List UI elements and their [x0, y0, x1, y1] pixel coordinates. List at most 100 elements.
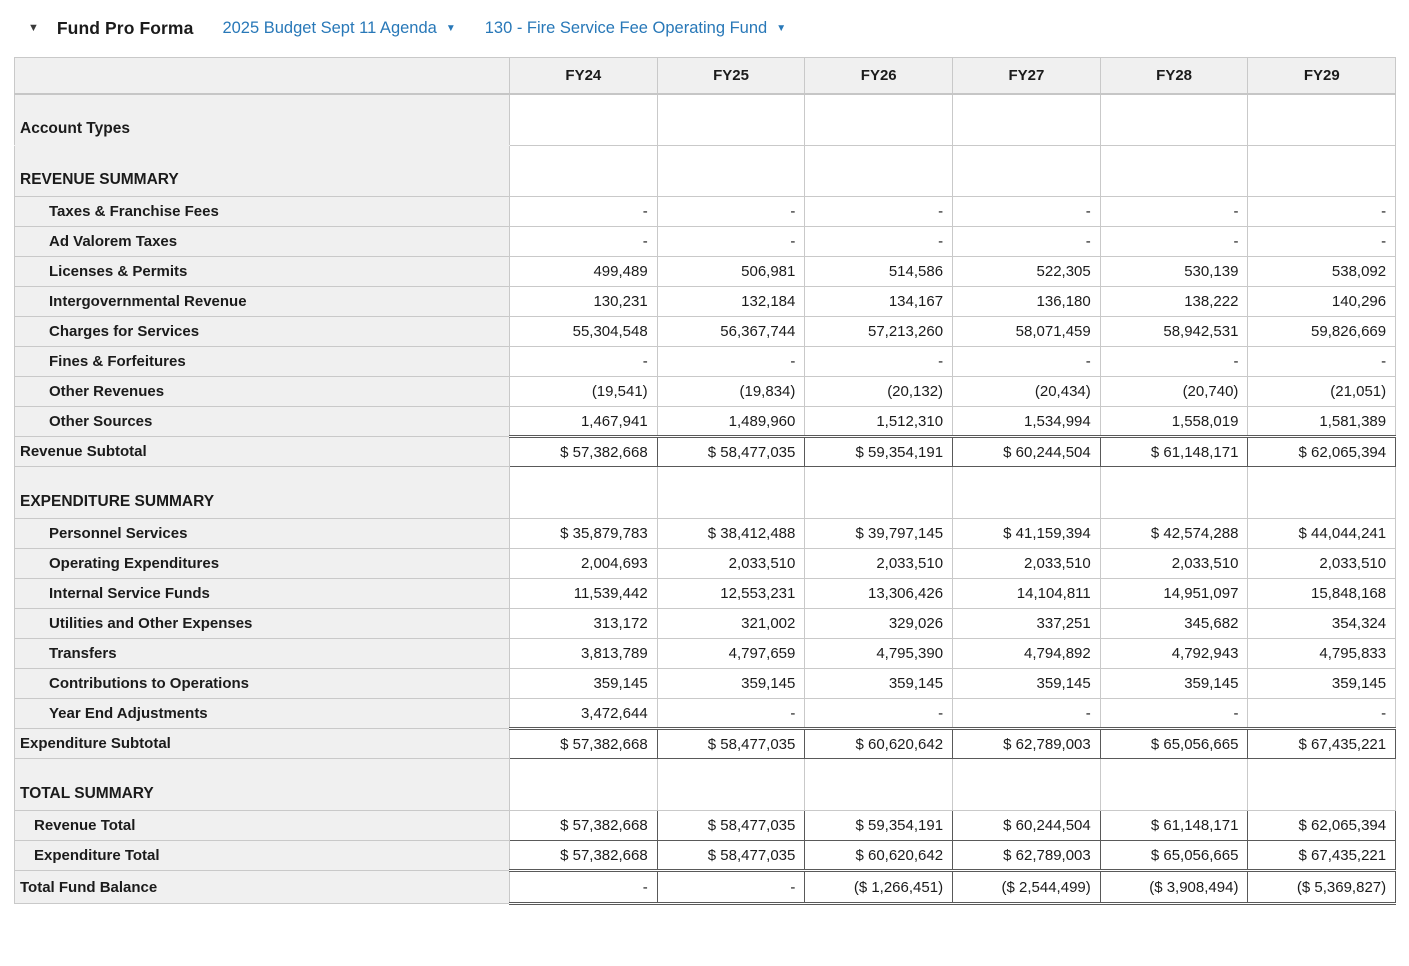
- cell: [952, 93, 1101, 146]
- cell: [1247, 93, 1397, 146]
- cell: $ 65,056,665: [1099, 727, 1249, 759]
- cell: 359,145: [1247, 668, 1397, 699]
- cell: 359,145: [804, 668, 954, 699]
- row-label: REVENUE SUMMARY: [14, 145, 510, 197]
- fund-dropdown-label: 130 - Fire Service Fee Operating Fund: [484, 19, 768, 37]
- column-header-fy28: FY28: [1099, 57, 1249, 95]
- cell: [1247, 758, 1397, 811]
- cell: (19,834): [656, 376, 806, 407]
- table-row: Internal Service Funds 11,539,442 12,553,2…: [14, 578, 1397, 609]
- table-row: Other Sources 1,467,941 1,489,960 1,512,310…: [14, 406, 1397, 437]
- cell: 15,848,168: [1247, 578, 1397, 609]
- cell: $ 44,044,241: [1247, 518, 1397, 549]
- table-row: REVENUE SUMMARY: [14, 145, 1397, 197]
- cell: 2,033,510: [952, 548, 1101, 579]
- cell: [656, 145, 806, 197]
- cell: [804, 145, 954, 197]
- cell: -: [656, 869, 806, 905]
- cell: [952, 758, 1101, 811]
- table-row: Ad Valorem Taxes - - - - - -: [14, 226, 1397, 257]
- row-label: Expenditure Total: [14, 840, 510, 871]
- cell: 2,033,510: [1247, 548, 1397, 579]
- cell: 12,553,231: [656, 578, 806, 609]
- collapse-caret-icon[interactable]: ▼: [28, 22, 39, 34]
- cell: -: [509, 346, 658, 377]
- cell: (20,132): [804, 376, 954, 407]
- cell: [1099, 93, 1249, 146]
- cell: (20,434): [952, 376, 1101, 407]
- cell: -: [952, 196, 1101, 227]
- cell: 136,180: [952, 286, 1101, 317]
- cell: 1,467,941: [509, 406, 658, 437]
- table-row: Revenue Subtotal $ 57,382,668 $ 58,477,035…: [14, 435, 1397, 467]
- row-label: Charges for Services: [14, 316, 510, 347]
- cell: $ 60,244,504: [952, 810, 1101, 841]
- cell: $ 60,244,504: [952, 435, 1101, 467]
- row-label: EXPENDITURE SUMMARY: [14, 466, 510, 519]
- cell: $ 39,797,145: [804, 518, 954, 549]
- row-label: Operating Expenditures: [14, 548, 510, 579]
- table-row: Personnel Services $ 35,879,783 $ 38,412,4…: [14, 518, 1397, 549]
- cell: 3,813,789: [509, 638, 658, 669]
- table-row: Contributions to Operations 359,145 359,14…: [14, 668, 1397, 699]
- cell: $ 60,620,642: [804, 727, 954, 759]
- cell: -: [804, 698, 954, 729]
- cell: -: [1247, 346, 1397, 377]
- cell: -: [656, 226, 806, 257]
- cell: [509, 145, 658, 197]
- table-row: Fines & Forfeitures - - - - - -: [14, 346, 1397, 377]
- cell: [804, 758, 954, 811]
- cell: $ 42,574,288: [1099, 518, 1249, 549]
- row-label: TOTAL SUMMARY: [14, 758, 510, 811]
- cell: $ 59,354,191: [804, 810, 954, 841]
- row-label: Transfers: [14, 638, 510, 669]
- fund-dropdown[interactable]: 130 - Fire Service Fee Operating Fund ▼: [485, 19, 786, 38]
- table-row: Total Fund Balance - - ($ 1,266,451) ($ 2,54…: [14, 869, 1397, 905]
- toolbar: ▼ Fund Pro Forma 2025 Budget Sept 11 Age…: [0, 0, 1409, 57]
- cell: 4,795,833: [1247, 638, 1397, 669]
- cell: -: [804, 346, 954, 377]
- row-label: Other Revenues: [14, 376, 510, 407]
- cell: 57,213,260: [804, 316, 954, 347]
- cell: 140,296: [1247, 286, 1397, 317]
- cell: [509, 758, 658, 811]
- row-label: Utilities and Other Expenses: [14, 608, 510, 639]
- cell: $ 59,354,191: [804, 435, 954, 467]
- cell: 130,231: [509, 286, 658, 317]
- cell: 58,071,459: [952, 316, 1101, 347]
- pro-forma-table: FY24 FY25 FY26 FY27 FY28 FY29 Account Types RE…: [14, 57, 1397, 905]
- column-header-fy25: FY25: [656, 57, 806, 95]
- cell: 313,172: [509, 608, 658, 639]
- cell: $ 62,065,394: [1247, 435, 1397, 467]
- chevron-down-icon: ▼: [445, 22, 456, 34]
- budget-dropdown[interactable]: 2025 Budget Sept 11 Agenda ▼: [222, 19, 455, 38]
- pro-forma-table-container: FY24 FY25 FY26 FY27 FY28 FY29 Account Types RE…: [14, 57, 1397, 905]
- cell: 506,981: [656, 256, 806, 287]
- table-row: Taxes & Franchise Fees - - - - - -: [14, 196, 1397, 227]
- cell: ($ 2,544,499): [952, 869, 1101, 905]
- cell: -: [804, 226, 954, 257]
- page-title: Fund Pro Forma: [56, 18, 194, 38]
- cell: 1,534,994: [952, 406, 1101, 437]
- cell: 13,306,426: [804, 578, 954, 609]
- cell: 359,145: [952, 668, 1101, 699]
- cell: 321,002: [656, 608, 806, 639]
- cell: -: [952, 226, 1101, 257]
- cell: -: [656, 196, 806, 227]
- cell: $ 67,435,221: [1247, 727, 1397, 759]
- row-label: Revenue Subtotal: [14, 436, 510, 467]
- cell: $ 58,477,035: [656, 435, 806, 467]
- cell: -: [509, 226, 658, 257]
- cell: [656, 758, 806, 811]
- column-header-accounts: [14, 57, 510, 95]
- table-row: Charges for Services 55,304,548 56,367,744…: [14, 316, 1397, 347]
- cell: -: [1247, 196, 1397, 227]
- cell: -: [1099, 226, 1249, 257]
- column-header-fy26: FY26: [804, 57, 954, 95]
- row-label: Internal Service Funds: [14, 578, 510, 609]
- cell: 4,795,390: [804, 638, 954, 669]
- cell: 11,539,442: [509, 578, 658, 609]
- table-header-row: FY24 FY25 FY26 FY27 FY28 FY29: [14, 57, 1397, 95]
- cell: 2,004,693: [509, 548, 658, 579]
- cell: (19,541): [509, 376, 658, 407]
